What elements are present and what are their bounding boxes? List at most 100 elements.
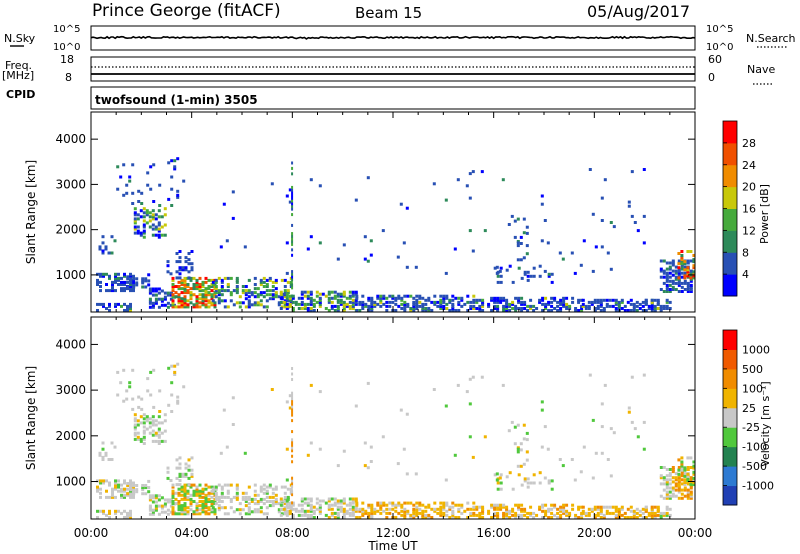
power-cell: [520, 276, 524, 280]
power-cell: [129, 289, 132, 293]
velocity-cell: [355, 503, 359, 507]
velocity-cell: [469, 511, 473, 515]
velocity-cell: [478, 513, 482, 517]
velocity-cell: [190, 456, 194, 460]
velocity-cell: [502, 513, 506, 517]
power-cell: [280, 295, 284, 299]
nsearch-tick-top: 10^5: [706, 24, 733, 35]
velocity-cell: [460, 505, 464, 509]
velocity-cell: [154, 496, 158, 500]
velocity-cell: [132, 487, 135, 491]
power-cell: [148, 219, 152, 223]
velocity-cell: [151, 419, 155, 423]
velocity-cell: [520, 483, 524, 487]
velocity-cell: [189, 485, 193, 489]
power-cell: [683, 268, 687, 272]
power-cell: [169, 297, 173, 301]
velocity-cell: [133, 427, 137, 431]
velocity-cell: [151, 415, 155, 419]
velocity-cell: [177, 508, 181, 512]
power-cell: [381, 229, 385, 233]
velocity-cell: [433, 507, 437, 511]
velocity-cell: [131, 407, 135, 411]
velocity-cell: [213, 510, 217, 514]
power-cell: [223, 305, 227, 309]
power-cell: [253, 283, 257, 286]
velocity-cell: [174, 512, 178, 516]
velocity-cell: [201, 502, 205, 506]
power-cell: [659, 307, 663, 310]
power-cell: [291, 294, 295, 298]
velocity-cell: [213, 500, 217, 503]
power-cell: [483, 229, 487, 233]
power-cell: [526, 278, 530, 282]
velocity-cell: [110, 441, 114, 445]
velocity-cell: [574, 513, 578, 517]
power-cell: [123, 287, 126, 291]
power-cell: [238, 305, 242, 309]
power-cell: [493, 298, 497, 302]
velocity-cell: [614, 505, 618, 509]
power-cell: [451, 302, 455, 306]
velocity-cell: [367, 513, 371, 517]
velocity-cell: [294, 509, 298, 513]
velocity-cell: [588, 373, 592, 377]
power-cell: [99, 272, 102, 276]
power-cell: [253, 301, 257, 305]
power-cell: [505, 300, 509, 304]
power-cell: [683, 288, 687, 291]
velocity-cell: [265, 495, 269, 499]
power-cell: [180, 280, 184, 284]
velocity-cell: [415, 505, 419, 509]
power-cell: [406, 304, 410, 308]
power-cell: [683, 276, 687, 280]
velocity-cell: [659, 511, 663, 515]
power-cell: [559, 302, 563, 306]
power-cell: [229, 293, 233, 297]
velocity-cell: [157, 512, 161, 516]
power-cell: [141, 279, 145, 283]
power-cell: [606, 251, 610, 255]
power-cell: [282, 292, 286, 296]
power-cell: [186, 303, 190, 307]
power-cell: [424, 307, 428, 310]
velocity-cell: [247, 485, 251, 489]
velocity-cell: [427, 505, 431, 509]
velocity-cell: [532, 473, 536, 477]
power-cell: [220, 289, 224, 293]
power-cell: [653, 298, 657, 302]
power-cell: [351, 307, 355, 310]
velocity-cell: [189, 502, 193, 506]
velocity-cell: [186, 495, 190, 499]
power-cell: [189, 291, 193, 295]
velocity-cell: [129, 493, 132, 497]
power-cell: [192, 283, 196, 286]
power-cell: [436, 300, 440, 304]
velocity-cell: [609, 427, 613, 431]
velocity-cell: [128, 385, 132, 389]
power-cell: [277, 301, 281, 305]
power-cell: [274, 287, 278, 291]
velocity-cell: [481, 509, 485, 513]
power-cell: [405, 265, 409, 269]
power-cell: [358, 309, 362, 312]
velocity-cell: [186, 506, 190, 510]
velocity-cell: [556, 507, 560, 511]
velocity-cell: [256, 493, 260, 497]
power-cell: [523, 302, 527, 306]
power-cell: [336, 309, 340, 312]
power-cell: [186, 305, 190, 309]
velocity-cell: [201, 489, 205, 493]
velocity-cell: [160, 431, 164, 435]
velocity-cell: [214, 493, 218, 497]
velocity-cell: [279, 513, 283, 517]
power-cell: [151, 301, 155, 305]
velocity-cell: [122, 368, 126, 372]
velocity-cell: [354, 507, 358, 511]
velocity-cell: [686, 479, 690, 482]
velocity-cell: [139, 415, 143, 419]
power-cell: [220, 287, 224, 291]
velocity-cell: [285, 499, 289, 503]
power-cell: [253, 276, 257, 280]
velocity-cell: [388, 507, 392, 511]
